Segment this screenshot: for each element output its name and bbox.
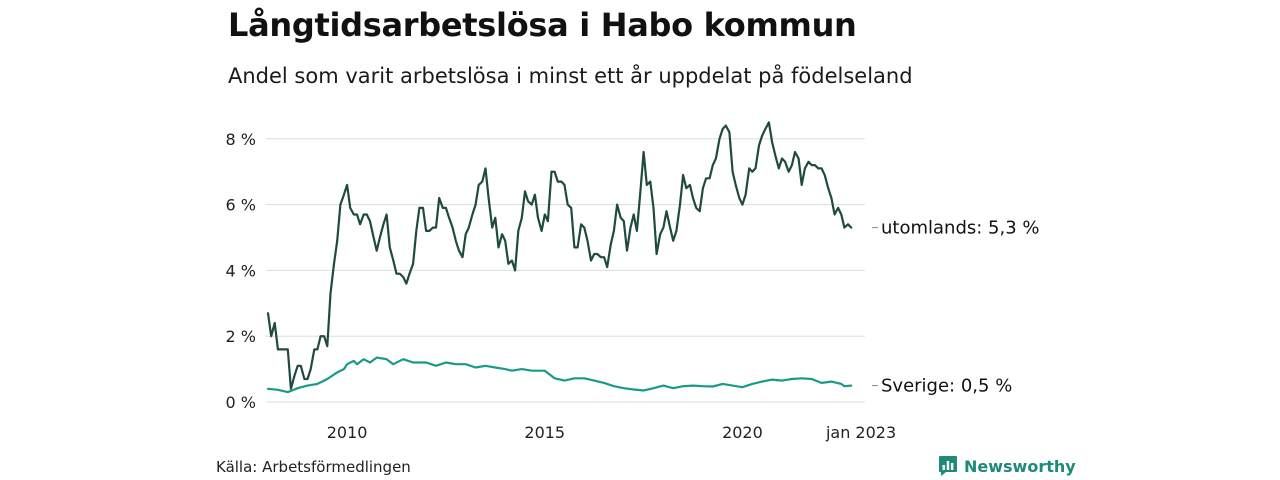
brand-name: Newsworthy [964, 456, 1076, 476]
y-tick-label: 0 % [226, 393, 256, 412]
series-line-sverige [266, 356, 853, 394]
y-tick-label: 6 % [226, 196, 256, 215]
x-tick-label: 2010 [327, 423, 368, 442]
series-end-label: utomlands: 5,3 % [881, 218, 1040, 239]
bar-chart-speech-bubble-icon [939, 456, 957, 476]
line-chart: 0 % 2 % 4 % 6 % 8 % 2010 2015 2020 jan 2023 uto… [226, 121, 1040, 442]
chart-subtitle: Andel som varit arbetslösa i minst ett å… [228, 64, 913, 88]
gridlines [266, 138, 865, 403]
x-tick-label: 2020 [722, 423, 763, 442]
x-tick-label: jan 2023 [825, 423, 896, 442]
series-lines [266, 121, 853, 394]
x-tick-label: 2015 [524, 423, 565, 442]
brand-logo[interactable]: Newsworthy [938, 455, 1076, 477]
y-axis-ticks: 0 % 2 % 4 % 6 % 8 % [226, 130, 256, 412]
y-tick-label: 8 % [226, 130, 256, 149]
y-tick-label: 4 % [226, 261, 256, 280]
source-note: Källa: Arbetsförmedlingen [216, 458, 411, 476]
x-axis-ticks: 2010 2015 2020 jan 2023 [327, 423, 896, 442]
series-end-labels: utomlands: 5,3 % Sverige: 0,5 % [872, 218, 1040, 397]
series-line-utomlands [266, 121, 853, 390]
series-end-label: Sverige: 0,5 % [881, 376, 1012, 397]
chart-title: Långtidsarbetslösa i Habo kommun [228, 6, 857, 44]
y-tick-label: 2 % [226, 327, 256, 346]
